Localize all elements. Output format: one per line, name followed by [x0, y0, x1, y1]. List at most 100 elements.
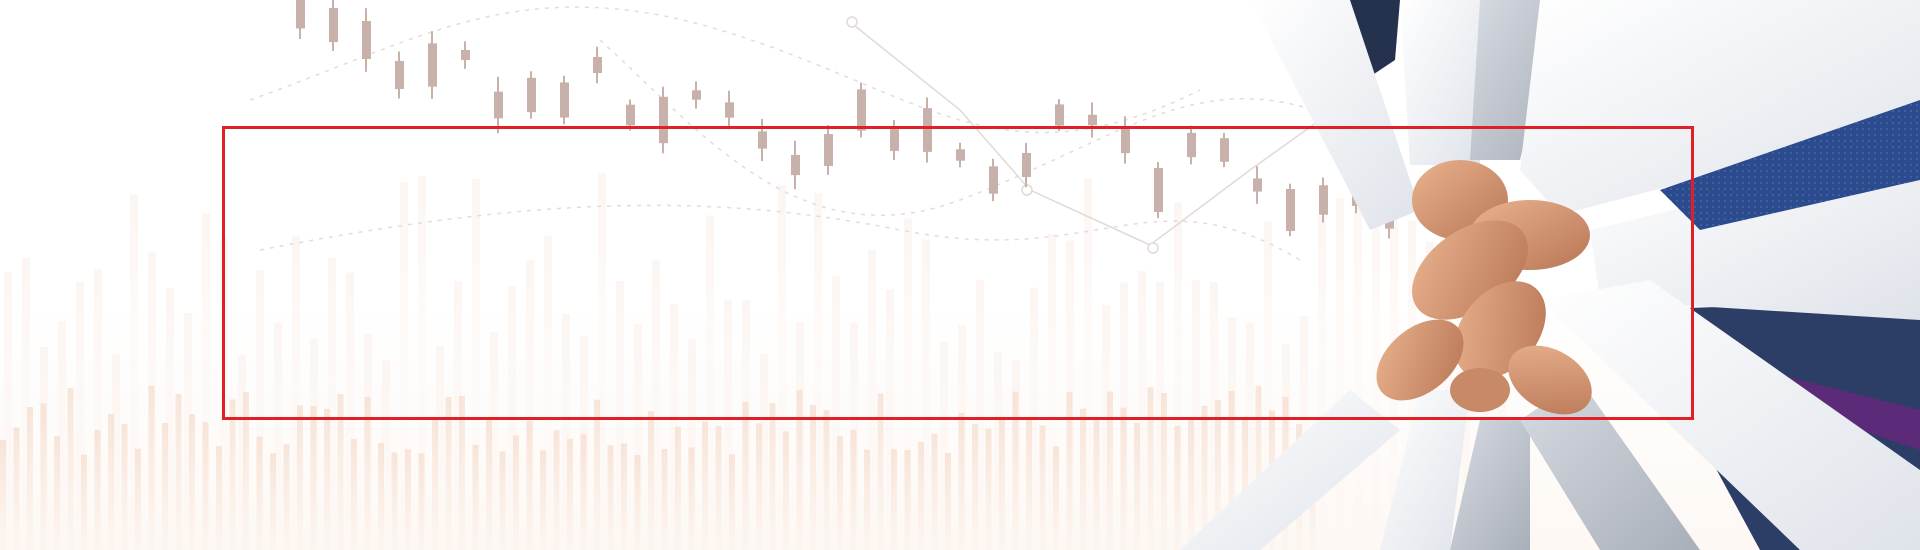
volume-bar	[292, 235, 300, 550]
volume-bar	[553, 430, 560, 550]
candle-body	[461, 49, 470, 61]
volume-bar	[1192, 279, 1200, 550]
volume-bar	[976, 279, 984, 550]
volume-bar	[108, 413, 114, 550]
volume-bar	[778, 184, 786, 550]
candle-body	[296, 0, 305, 29]
volume-bar	[1120, 407, 1127, 550]
volume-bar	[1107, 391, 1113, 550]
candle-body	[1286, 188, 1295, 232]
volume-bar	[999, 417, 1005, 550]
volume-bar	[580, 434, 587, 550]
volume-bar	[405, 449, 411, 550]
volume-bar	[1318, 216, 1326, 550]
volume-bar	[526, 420, 533, 550]
volume-bar	[1138, 270, 1146, 550]
volume-bar	[346, 272, 354, 550]
volume-bar	[1201, 405, 1208, 550]
volume-bar	[1084, 178, 1092, 550]
volume-bar	[985, 428, 992, 550]
volume-bar	[364, 396, 371, 550]
volume-bar	[904, 450, 911, 550]
volume-bar	[459, 395, 465, 550]
volume-bar	[436, 345, 444, 550]
volume-bar	[1188, 420, 1194, 550]
candle-body	[956, 149, 965, 161]
volume-bar	[94, 268, 102, 550]
volume-bar	[1066, 392, 1073, 550]
volume-bar	[972, 424, 978, 550]
volume-bar	[796, 389, 803, 550]
volume-bar	[607, 445, 614, 550]
volume-bar	[1156, 282, 1164, 550]
tie-blue	[1660, 100, 1920, 230]
volume-bar	[661, 448, 668, 550]
sleeve-top-right	[1520, 0, 1920, 215]
candle-body	[791, 154, 800, 176]
candle-body	[362, 20, 371, 60]
volume-bar	[864, 449, 870, 550]
trend-node	[846, 16, 858, 28]
candle-body	[527, 77, 536, 113]
volume-bar	[297, 405, 303, 550]
volume-bar	[216, 446, 222, 550]
volume-bar	[432, 417, 438, 550]
candle-body	[1220, 138, 1229, 162]
volume-bar	[922, 239, 930, 550]
volume-bar	[877, 393, 884, 550]
volume-bar	[945, 452, 951, 550]
volume-bar	[850, 429, 857, 550]
candle-body	[692, 90, 701, 100]
volume-bar	[562, 313, 570, 550]
candle-body	[1055, 104, 1064, 126]
candle-body	[659, 96, 668, 144]
candle-body	[923, 108, 932, 152]
red-outline-frame	[222, 126, 1694, 420]
volume-bar	[378, 443, 384, 550]
candle-body	[593, 56, 602, 74]
volume-bar	[238, 354, 246, 550]
volume-bar	[760, 354, 768, 550]
volume-bar	[472, 444, 479, 550]
volume-bar	[81, 454, 87, 550]
candle-body	[494, 91, 503, 119]
volume-bar	[67, 388, 74, 550]
volume-bar	[621, 443, 627, 550]
volume-bar	[567, 438, 573, 550]
volume-bar	[1161, 392, 1167, 550]
volume-bar	[58, 321, 66, 550]
volume-bar	[310, 406, 317, 550]
volume-bar	[283, 444, 290, 550]
volume-bar	[652, 260, 660, 550]
team-hands-photo	[1180, 0, 1920, 550]
candle-body	[626, 104, 635, 126]
volume-bar	[1093, 420, 1100, 550]
volume-bar	[823, 410, 830, 550]
volume-bar	[391, 452, 398, 550]
volume-bar	[634, 323, 642, 550]
volume-bar	[1210, 282, 1218, 550]
candle-body	[428, 43, 437, 87]
volume-bar	[675, 426, 681, 550]
candle-body	[824, 134, 833, 166]
volume-bar	[994, 351, 1002, 550]
volume-bar	[202, 422, 209, 550]
volume-bar	[1039, 425, 1046, 550]
volume-bar	[256, 270, 264, 550]
sleeve-bottom-right	[1520, 380, 1700, 550]
candle-body	[1121, 126, 1130, 154]
volume-bar	[729, 454, 735, 550]
volume-bar	[526, 259, 534, 550]
volume-bar	[454, 281, 462, 550]
volume-bar	[742, 402, 749, 550]
volume-bar	[382, 359, 390, 550]
volume-bar	[904, 218, 912, 550]
volume-bar	[175, 393, 182, 550]
volume-bar	[1372, 184, 1380, 550]
volume-bar	[1264, 221, 1272, 550]
volume-bar	[1053, 446, 1059, 550]
volume-bar	[40, 403, 47, 550]
sleeve-bottom-grey	[1450, 420, 1530, 550]
volume-bar	[472, 178, 480, 550]
volume-bar	[94, 429, 101, 550]
